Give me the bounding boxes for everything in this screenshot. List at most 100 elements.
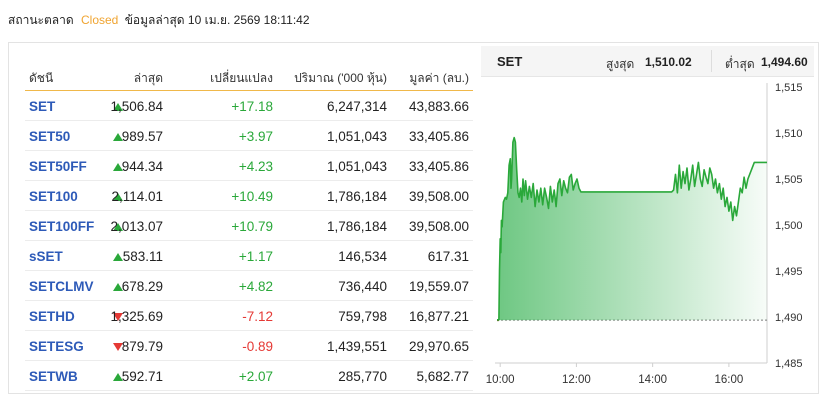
price-change: +3.97 (238, 129, 273, 144)
index-table: ดัชนี ล่าสุด เปลี่ยนแปลง ปริมาณ ('000 หุ… (25, 59, 473, 391)
table-row[interactable]: SETESG 879.79 -0.89 1,439,551 29,970.65 (25, 331, 473, 361)
trade-value: 16,877.21 (408, 309, 469, 324)
day-high-value: 1,510.02 (645, 55, 692, 69)
y-tick-label: 1,485 (775, 358, 803, 370)
x-tick-label: 14:00 (638, 374, 667, 386)
arrow-up-icon (113, 99, 123, 114)
chart-panel: SET สูงสุด 1,510.02 ต่ำสุด 1,494.60 1,48… (481, 46, 814, 391)
arrow-up-icon (113, 159, 123, 174)
day-low-label: ต่ำสุด (725, 57, 755, 71)
volume: 736,440 (338, 279, 387, 294)
price-change: +4.82 (238, 279, 273, 294)
header-last: ล่าสุด (133, 71, 163, 85)
price-change: +10.79 (231, 219, 273, 234)
price-change: +10.49 (231, 189, 273, 204)
price-change: +1.17 (238, 249, 273, 264)
volume: 285,770 (338, 369, 387, 384)
arrow-up-icon (113, 189, 123, 204)
index-name-link[interactable]: SETCLMV (29, 279, 94, 294)
trade-value: 29,970.65 (408, 339, 469, 354)
price-change: +17.18 (231, 99, 273, 114)
arrow-up-icon (113, 219, 123, 234)
trade-value: 33,405.86 (408, 159, 469, 174)
arrow-up-icon (113, 279, 123, 294)
last-price: 879.79 (121, 339, 163, 354)
volume: 6,247,314 (326, 99, 387, 114)
table-row[interactable]: SET100FF 2,013.07 +10.79 1,786,184 39,508.00 (25, 211, 473, 241)
volume: 1,051,043 (326, 129, 387, 144)
table-row[interactable]: SET100 2,114.01 +10.49 1,786,184 39,508.00 (25, 181, 473, 211)
table-row[interactable]: SET50 989.57 +3.97 1,051,043 33,405.86 (25, 121, 473, 151)
table-row[interactable]: SETCLMV 678.29 +4.82 736,440 19,559.07 (25, 271, 473, 301)
volume: 1,439,551 (326, 339, 387, 354)
chart-symbol: SET (497, 54, 523, 69)
index-name-link[interactable]: SETHD (29, 309, 75, 324)
header-index: ดัชนี (29, 71, 54, 85)
chart-header: SET สูงสุด 1,510.02 ต่ำสุด 1,494.60 (481, 46, 814, 77)
index-name-link[interactable]: SET50FF (29, 159, 87, 174)
trade-value: 39,508.00 (408, 189, 469, 204)
x-tick-label: 10:00 (486, 374, 515, 386)
trade-value: 39,508.00 (408, 219, 469, 234)
header-volume: ปริมาณ ('000 หุ้น) (294, 71, 387, 85)
header-change: เปลี่ยนแปลง (210, 71, 273, 85)
table-row[interactable]: SETWB 592.71 +2.07 285,770 5,682.77 (25, 361, 473, 391)
trade-value: 617.31 (427, 249, 469, 264)
table-row[interactable]: SETHD 1,325.69 -7.12 759,798 16,877.21 (25, 301, 473, 331)
x-tick-label: 16:00 (714, 374, 743, 386)
last-price: 678.29 (121, 279, 163, 294)
trade-value: 33,405.86 (408, 129, 469, 144)
y-tick-label: 1,495 (775, 266, 803, 278)
market-panel: ดัชนี ล่าสุด เปลี่ยนแปลง ปริมาณ ('000 หุ… (8, 42, 819, 394)
arrow-down-icon (113, 339, 123, 354)
price-line (497, 136, 767, 321)
last-price: 2,114.01 (111, 189, 163, 204)
index-name-link[interactable]: SET (29, 99, 56, 114)
y-tick-label: 1,505 (775, 174, 803, 186)
arrow-up-icon (113, 369, 123, 384)
table-row[interactable]: sSET 583.11 +1.17 146,534 617.31 (25, 241, 473, 271)
last-price: 1,325.69 (110, 309, 163, 324)
price-change: +2.07 (238, 369, 273, 384)
table-body: SET 1,506.84 +17.18 6,247,314 43,883.66 SET50… (25, 91, 473, 391)
x-tick-label: 12:00 (562, 374, 591, 386)
arrow-up-icon (113, 129, 123, 144)
last-price: 2,013.07 (110, 219, 163, 234)
last-price: 944.34 (121, 159, 163, 174)
trade-value: 43,883.66 (408, 99, 469, 114)
volume: 1,786,184 (326, 219, 387, 234)
index-name-link[interactable]: SET100FF (29, 219, 95, 234)
last-price: 989.57 (121, 129, 163, 144)
y-tick-label: 1,500 (775, 220, 803, 232)
index-name-link[interactable]: SET100 (29, 189, 78, 204)
day-low-value: 1,494.60 (761, 55, 808, 69)
price-change: -0.89 (242, 339, 273, 354)
index-name-link[interactable]: SETESG (29, 339, 84, 354)
y-tick-label: 1,510 (775, 128, 803, 140)
arrow-up-icon (113, 249, 123, 264)
volume: 1,786,184 (326, 189, 387, 204)
last-price: 592.71 (121, 369, 163, 384)
index-name-link[interactable]: sSET (29, 249, 63, 264)
price-change: -7.12 (242, 309, 273, 324)
index-name-link[interactable]: SET50 (29, 129, 71, 144)
market-status-bar: สถานะตลาด Closed ข้อมูลล่าสุด 10 เม.ย. 2… (8, 11, 310, 30)
market-status-badge: Closed (81, 13, 119, 27)
y-tick-label: 1,490 (775, 312, 803, 324)
last-updated-text: ข้อมูลล่าสุด 10 เม.ย. 2569 18:11:42 (124, 13, 310, 27)
volume: 759,798 (338, 309, 387, 324)
intraday-chart: 1,485 1,490 1,495 1,500 1,505 1,510 1,515 10:00… (486, 82, 803, 386)
last-price: 1,506.84 (110, 99, 163, 114)
arrow-down-icon (113, 309, 123, 324)
header-divider (711, 50, 712, 72)
table-row[interactable]: SET50FF 944.34 +4.23 1,051,043 33,405.86 (25, 151, 473, 181)
index-name-link[interactable]: SETWB (29, 369, 78, 384)
price-area (498, 137, 767, 321)
table-header: ดัชนี ล่าสุด เปลี่ยนแปลง ปริมาณ ('000 หุ… (25, 59, 473, 91)
last-price: 583.11 (122, 249, 163, 264)
table-row[interactable]: SET 1,506.84 +17.18 6,247,314 43,883.66 (25, 91, 473, 121)
volume: 1,051,043 (326, 159, 387, 174)
day-high-label: สูงสุด (606, 57, 635, 71)
header-value: มูลค่า (ลบ.) (409, 71, 469, 85)
price-change: +4.23 (238, 159, 273, 174)
